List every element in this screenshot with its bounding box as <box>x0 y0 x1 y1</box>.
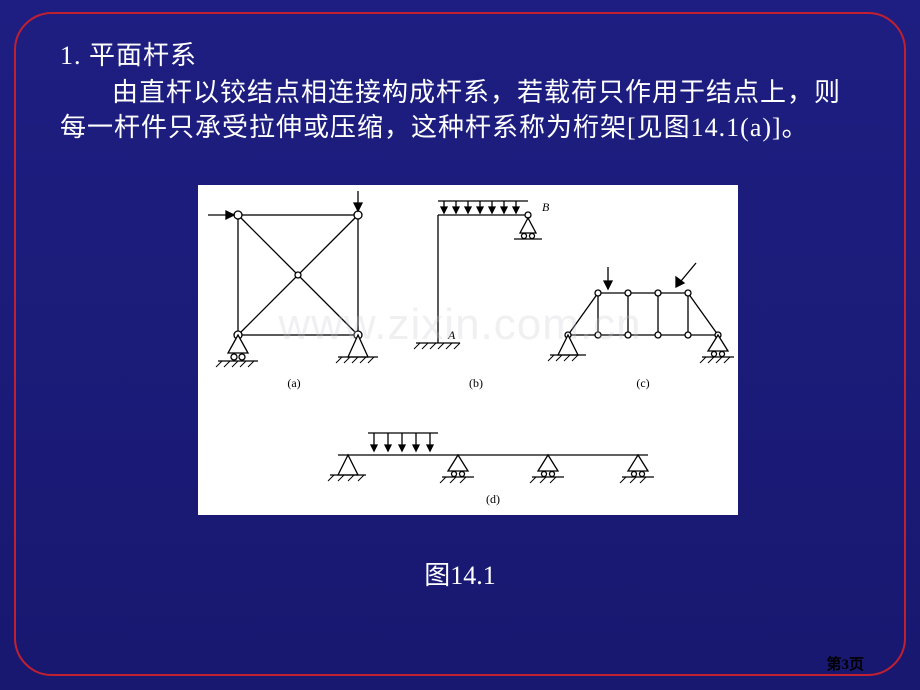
label-c: (c) <box>636 376 649 390</box>
label-a: (a) <box>287 376 300 390</box>
slide: 1. 平面杆系 由直杆以铰结点相连接构成杆系，若载荷只作用于结点上，则每一杆件只… <box>0 0 920 690</box>
figure-14-1: (a) <box>198 185 738 515</box>
subfigure-a: (a) <box>208 191 378 390</box>
label-b-point-B: B <box>542 200 550 214</box>
subfigure-d: (d) <box>328 433 654 506</box>
body-paragraph: 由直杆以铰结点相连接构成杆系，若载荷只作用于结点上，则每一杆件只承受拉伸或压缩，… <box>60 75 860 145</box>
subfigure-c: (c) <box>548 263 734 390</box>
figure-svg: (a) <box>198 185 738 515</box>
label-d: (d) <box>486 492 500 506</box>
label-b: (b) <box>469 376 483 390</box>
page-number: 第3页 <box>826 653 864 674</box>
content-block: 1. 平面杆系 由直杆以铰结点相连接构成杆系，若载荷只作用于结点上，则每一杆件只… <box>60 40 860 145</box>
figure-caption: 图14.1 <box>0 555 920 592</box>
label-b-point-A: A <box>447 328 456 342</box>
subfigure-b: B A (b) <box>414 200 550 390</box>
section-heading: 1. 平面杆系 <box>60 40 860 71</box>
